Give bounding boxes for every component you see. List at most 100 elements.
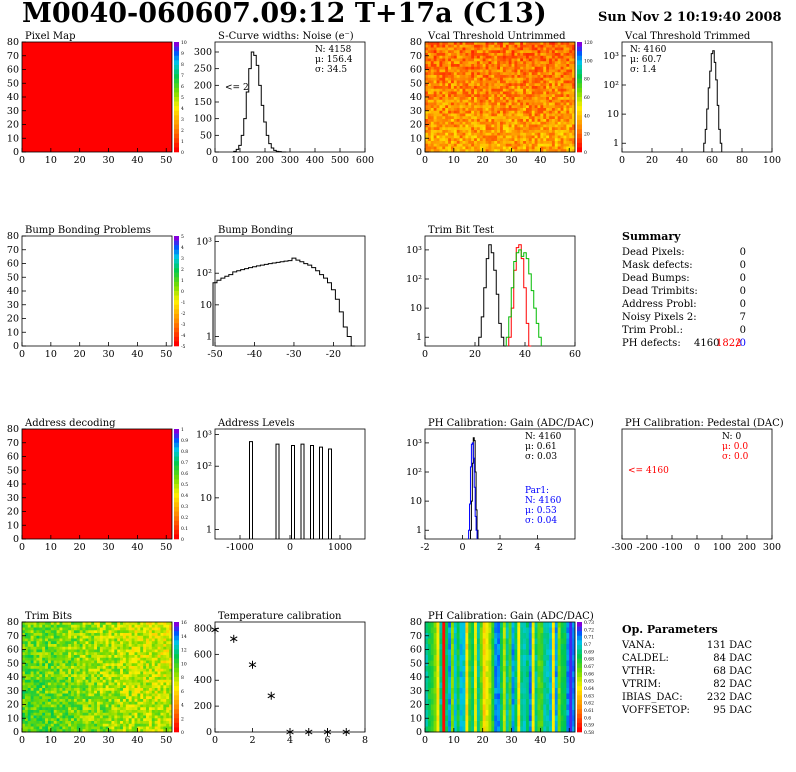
heatmap-cell [148,646,153,650]
color-scale-swatch [577,87,582,93]
heatmap-cell [456,113,460,117]
heatmap-cell [554,116,558,120]
heatmap-cell [546,50,550,54]
heatmap-cell [560,72,564,76]
heatmap-cell [154,693,158,697]
heatmap-cell [125,641,130,645]
heatmap-cell [459,58,463,62]
heatmap-cell [157,649,161,653]
heatmap-cell [517,61,521,65]
heatmap-cell [430,69,434,73]
heatmap-cell [102,641,106,645]
x-tick-label: 4 [534,542,540,553]
heatmap-cell [448,55,452,59]
heatmap-cell [459,726,463,733]
heatmap-cell [479,44,483,48]
heatmap-cell [494,110,498,114]
color-scale-label: 2 [181,716,184,722]
heatmap-cell [148,710,153,714]
heatmap-cell [91,622,95,626]
heatmap-cell [33,663,37,667]
heatmap-cell [482,44,486,48]
heatmap-cell [456,80,460,84]
heatmap-cell [494,64,498,68]
heatmap-cell [439,64,443,68]
heatmap-cell [465,83,469,87]
heatmap-cell [462,42,466,46]
heatmap-cell [154,674,158,678]
heatmap-cell [111,657,115,661]
heatmap-cell [33,726,37,730]
heatmap-cell [117,715,121,719]
heatmap-cell [50,646,55,650]
heatmap-cell [163,630,167,634]
color-scale-label: -2 [181,311,186,317]
heatmap-cell [102,679,106,683]
heatmap-cell [523,110,527,114]
heatmap-cell [450,77,455,81]
heatmap-cell [154,677,158,681]
heatmap-cell [445,116,449,120]
heatmap-cell [137,660,141,664]
heatmap-cell [543,141,547,145]
heatmap-cell [462,710,466,716]
color-scale-swatch [174,493,179,499]
color-scale-swatch [174,658,179,664]
heatmap-cell [425,61,429,65]
heatmap-cell [511,141,515,145]
heatmap-cell [94,666,98,670]
heatmap-cell [445,94,449,98]
heatmap-cell [65,671,69,675]
heatmap-cell [508,91,512,95]
heatmap-cell [465,110,469,114]
heatmap-cell [549,72,553,76]
heatmap-cell [517,135,521,139]
heatmap-cell [166,646,170,650]
heatmap-cell [102,635,106,639]
heatmap-cell [56,630,60,634]
heatmap-cell [65,649,69,653]
heatmap-cell [53,715,57,719]
heatmap-cell [50,633,55,637]
heatmap-cell [523,119,527,123]
heatmap-cell [85,682,89,686]
heatmap-cell [459,627,463,634]
heatmap-cell [91,644,95,648]
heatmap-cell [125,671,130,675]
color-scale-swatch [174,124,179,130]
heatmap-cell [88,699,92,703]
heatmap-cell [549,91,553,95]
y-tick-label: 70 [7,438,19,449]
heatmap-cell [554,138,558,142]
heatmap-cell [445,77,449,81]
heatmap-cell [169,657,173,661]
heatmap-cell [433,113,437,117]
heatmap-cell [453,638,458,645]
heatmap-cell [500,135,504,139]
heatmap-cell [148,723,153,727]
heatmap-cell [554,124,558,128]
heatmap-cell [24,671,29,675]
heatmap-cell [494,83,498,87]
heatmap-cell [531,113,535,117]
heatmap-cell [554,94,558,98]
color-scale-label: 16 [181,620,187,626]
heatmap-cell [566,69,570,73]
heatmap-cell [22,693,26,697]
heatmap-cell [557,80,561,84]
heatmap-cell [91,690,95,694]
heatmap-cell [22,663,26,667]
heatmap-cell [134,622,138,626]
heatmap-cell [453,644,458,650]
heatmap-cell [45,668,49,672]
heatmap-cell [523,116,527,120]
heatmap-cell [474,55,478,59]
heatmap-cell [468,86,472,90]
color-scale-label: 0 [181,289,184,295]
heatmap-cell [134,723,138,727]
heatmap-cell [71,729,75,733]
y-tick-label: 40 [7,92,19,103]
heatmap-cell [442,105,446,109]
heatmap-cell [528,146,533,150]
